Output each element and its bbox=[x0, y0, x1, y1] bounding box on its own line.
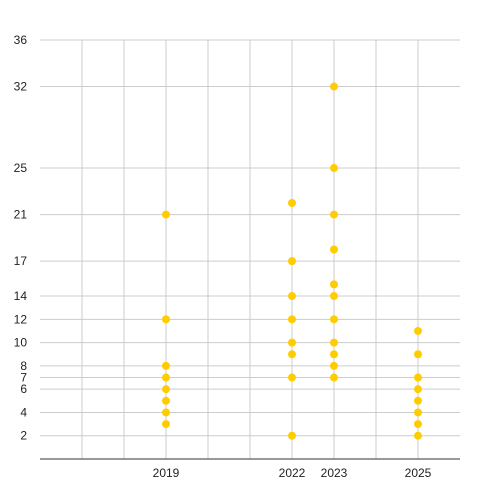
data-point bbox=[330, 315, 338, 324]
data-point bbox=[414, 396, 422, 405]
y-tick-label: 10 bbox=[14, 336, 28, 350]
y-tick-label: 2 bbox=[20, 429, 27, 443]
y-tick-label: 8 bbox=[20, 359, 27, 373]
data-point bbox=[330, 280, 338, 289]
data-point bbox=[288, 350, 296, 359]
data-point bbox=[330, 164, 338, 173]
x-tick-labels: 2019 2022 2023 2025 bbox=[153, 466, 432, 480]
data-point bbox=[288, 373, 296, 382]
horizontal-gridlines bbox=[40, 39, 460, 437]
data-point bbox=[162, 373, 170, 382]
data-point bbox=[288, 315, 296, 324]
y-tick-label: 21 bbox=[14, 208, 28, 222]
y-tick-labels: 2 4 678 10 12 14 17 21 25 32 36 bbox=[14, 33, 28, 443]
y-tick-label: 7 bbox=[20, 371, 27, 385]
data-point bbox=[330, 82, 338, 91]
data-point bbox=[414, 373, 422, 382]
data-point bbox=[162, 396, 170, 405]
data-point bbox=[330, 361, 338, 370]
data-point bbox=[414, 431, 422, 440]
vertical-gridlines bbox=[81, 40, 419, 459]
y-tick-label: 36 bbox=[14, 33, 28, 47]
data-point bbox=[162, 315, 170, 324]
data-point bbox=[288, 292, 296, 301]
y-tick-label: 12 bbox=[14, 312, 28, 326]
data-point bbox=[414, 385, 422, 394]
y-tick-label: 32 bbox=[14, 80, 28, 94]
data-point bbox=[330, 373, 338, 382]
data-point bbox=[162, 408, 170, 417]
data-point bbox=[162, 361, 170, 370]
y-tick-label: 6 bbox=[20, 382, 27, 396]
data-point bbox=[288, 431, 296, 440]
data-point bbox=[330, 350, 338, 359]
data-point bbox=[330, 245, 338, 254]
data-point bbox=[162, 420, 170, 429]
data-point bbox=[414, 326, 422, 335]
data-point bbox=[288, 257, 296, 266]
data-point bbox=[330, 292, 338, 301]
x-tick-label: 2023 bbox=[321, 466, 348, 480]
data-point bbox=[162, 385, 170, 394]
data-point bbox=[414, 350, 422, 359]
data-point bbox=[162, 210, 170, 219]
data-point bbox=[330, 338, 338, 347]
y-tick-label: 14 bbox=[14, 289, 28, 303]
y-tick-label: 4 bbox=[20, 405, 27, 419]
data-point bbox=[288, 198, 296, 207]
data-point bbox=[288, 338, 296, 347]
x-tick-label: 2025 bbox=[405, 466, 432, 480]
data-point bbox=[414, 408, 422, 417]
data-point bbox=[414, 420, 422, 429]
data-points bbox=[162, 82, 422, 440]
y-tick-label: 25 bbox=[14, 161, 28, 175]
data-point bbox=[330, 210, 338, 219]
y-tick-label: 17 bbox=[14, 254, 28, 268]
x-tick-label: 2019 bbox=[153, 466, 180, 480]
x-tick-label: 2022 bbox=[279, 466, 306, 480]
